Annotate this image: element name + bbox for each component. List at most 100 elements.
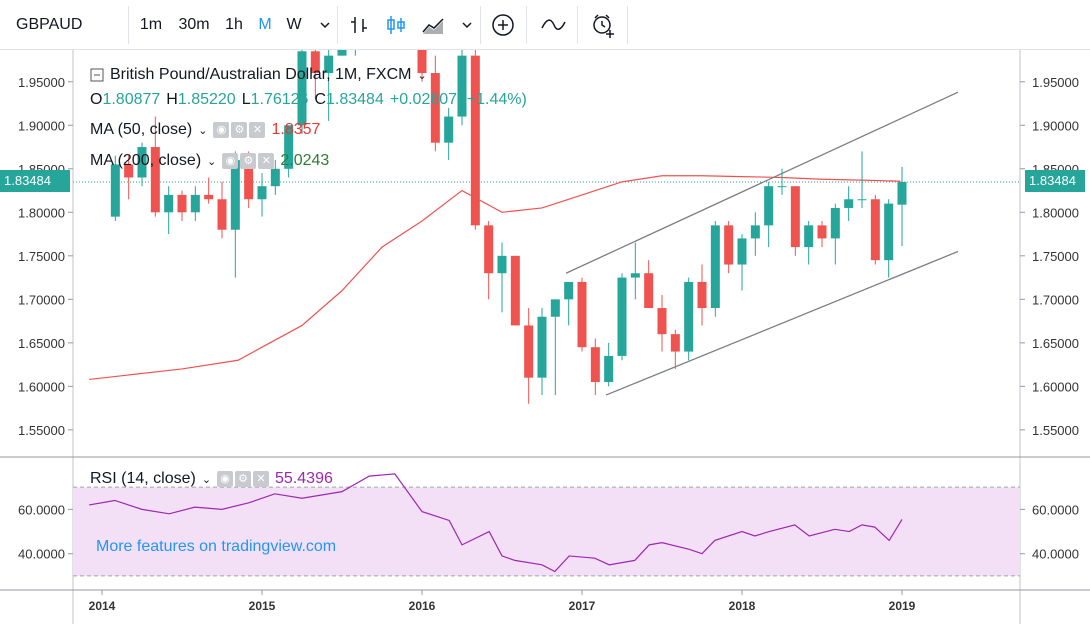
candle-body: [817, 225, 827, 239]
close-icon[interactable]: ✕: [249, 122, 266, 138]
price-tick-label-left: 1.95000: [18, 75, 65, 90]
eye-icon[interactable]: ◉: [217, 471, 234, 487]
price-tick-label-right: 1.65000: [1032, 336, 1079, 351]
candle-body: [857, 199, 867, 201]
main-legend-title: British Pound/Australian Dollar, 1M, FXC…: [90, 66, 427, 84]
symbol-search[interactable]: GBPAUD: [16, 16, 83, 33]
collapse-legend-icon[interactable]: [90, 68, 104, 82]
price-tick-label-right: 1.60000: [1032, 379, 1079, 394]
candle-body: [110, 164, 120, 217]
candle-body: [590, 347, 600, 383]
toolbar-divider: [480, 6, 481, 44]
main-pane: [89, 50, 959, 404]
candle-body: [137, 147, 147, 178]
high-label: H: [166, 91, 178, 108]
candle-body: [564, 281, 574, 300]
rsi-label: RSI (14, close): [90, 470, 196, 487]
channel-upper-line: [565, 91, 959, 274]
watermark-link[interactable]: More features on tradingview.com: [96, 538, 337, 555]
candle-body: [244, 160, 254, 200]
candle-body: [537, 316, 547, 378]
candle-body: [870, 199, 880, 261]
candle-body: [684, 281, 694, 352]
ma200-legend: MA (200, close) ⌄ ◉ ⚙ ✕ 2.0243: [90, 152, 329, 170]
bars-icon[interactable]: [344, 10, 374, 40]
candle-body: [790, 186, 800, 248]
chevron-down-icon[interactable]: ⌄: [207, 155, 217, 168]
symbol-title: British Pound/Australian Dollar, 1M, FXC…: [110, 66, 412, 83]
chart-canvas[interactable]: 1.950001.950001.900001.900001.850001.850…: [0, 50, 1090, 624]
candle-body: [710, 225, 720, 309]
area-chart-icon[interactable]: [418, 10, 448, 40]
gear-icon[interactable]: ⚙: [231, 122, 248, 138]
chevron-down-icon[interactable]: ⌄: [198, 124, 208, 137]
candle-body: [150, 147, 160, 213]
indicators-icon[interactable]: [538, 10, 568, 40]
ma50-legend: MA (50, close) ⌄ ◉ ⚙ ✕ 1.8357: [90, 121, 320, 139]
interval-30m-button[interactable]: 30m: [178, 16, 210, 33]
candle-body: [204, 194, 214, 200]
ohlc-row: O 1.80877 H 1.85220 L 1.76126 C 1.83484 …: [90, 91, 527, 109]
gear-icon[interactable]: ⚙: [235, 471, 252, 487]
indicator-controls: ◉ ⚙ ✕: [217, 471, 270, 487]
candle-body: [884, 203, 894, 261]
chevron-down-icon[interactable]: [452, 10, 482, 40]
candle-body: [310, 51, 320, 74]
candle-body: [470, 55, 480, 226]
toolbar-divider: [128, 6, 129, 44]
rsi-tick-label-right: 40.0000: [1032, 547, 1079, 562]
interval-week-button[interactable]: W: [286, 16, 302, 33]
candle-body: [804, 225, 814, 248]
candle-body: [124, 164, 134, 178]
toolbar-divider: [526, 6, 527, 44]
time-tick-label: 2015: [249, 599, 276, 613]
add-compare-icon[interactable]: [488, 10, 518, 40]
interval-1m-button[interactable]: 1m: [139, 16, 163, 33]
price-tick-label-right: 1.70000: [1032, 292, 1079, 307]
chevron-down-icon[interactable]: [310, 10, 340, 40]
chevron-down-icon[interactable]: ⌄: [201, 473, 212, 486]
close-icon[interactable]: ✕: [253, 471, 270, 487]
candle-body: [484, 225, 494, 274]
eye-icon[interactable]: ◉: [222, 153, 239, 169]
interval-month-button[interactable]: M: [258, 16, 272, 33]
price-tick-label-right: 1.55000: [1032, 423, 1079, 438]
candle-body: [617, 277, 627, 356]
candle-body: [270, 168, 280, 187]
rsi-tick-label-left: 60.0000: [18, 502, 65, 517]
price-tick-label-left: 1.75000: [18, 249, 65, 264]
close-icon[interactable]: ✕: [258, 153, 275, 169]
candle-body: [457, 55, 467, 117]
candle-body: [430, 73, 440, 143]
candle-body: [497, 255, 507, 274]
price-tick-label-right: 1.75000: [1032, 249, 1079, 264]
close-value: 1.83484: [326, 91, 384, 108]
candle-body: [644, 273, 654, 309]
ma50-line: [89, 175, 901, 381]
eye-icon[interactable]: ◉: [213, 122, 230, 138]
chevron-down-icon[interactable]: ⌄: [417, 69, 427, 82]
candle-body: [657, 308, 667, 335]
ma200-label: MA (200, close): [90, 152, 202, 169]
ma50-label: MA (50, close): [90, 121, 193, 138]
current-price-tag-left: 1.83484: [0, 170, 70, 192]
time-tick-label: 2014: [89, 599, 116, 613]
candle-body: [604, 355, 614, 383]
candle-body: [524, 325, 534, 378]
candle-body: [670, 334, 680, 352]
price-tick-label-left: 1.55000: [18, 423, 65, 438]
candle-body: [750, 225, 760, 239]
rsi-value: 55.4396: [275, 470, 333, 487]
candle-body: [844, 199, 854, 208]
candle-body: [217, 199, 227, 230]
candle-body: [284, 125, 294, 169]
candle-body: [230, 160, 240, 230]
price-tick-label-left: 1.60000: [18, 379, 65, 394]
alert-icon[interactable]: [588, 10, 618, 40]
candles-icon[interactable]: [381, 10, 411, 40]
price-tick-label-right: 1.90000: [1032, 118, 1079, 133]
gear-icon[interactable]: ⚙: [240, 153, 257, 169]
ma50-value: 1.8357: [271, 121, 321, 138]
interval-1h-button[interactable]: 1h: [225, 16, 243, 33]
high-value: 1.85220: [177, 91, 236, 108]
